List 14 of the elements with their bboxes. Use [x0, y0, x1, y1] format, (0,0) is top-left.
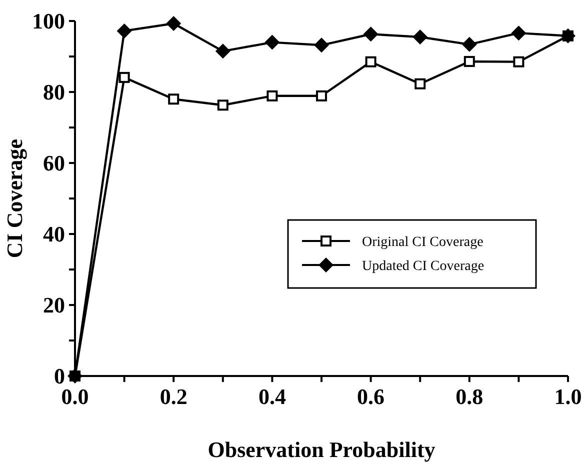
y-tick-label: 60: [43, 150, 65, 176]
y-tick-label: 100: [32, 8, 65, 34]
x-tick-label: 0.6: [357, 384, 385, 409]
y-tick-label: 40: [43, 222, 65, 247]
x-axis-title: Observation Probability: [208, 437, 436, 462]
y-axis-title: CI Coverage: [2, 138, 27, 258]
x-tick-label: 1.0: [554, 384, 582, 409]
x-tick-label: 0.8: [456, 384, 484, 409]
x-tick-label: 0.4: [258, 384, 286, 409]
y-tick-label: 80: [43, 80, 65, 105]
legend-label: Original CI Coverage: [362, 234, 484, 250]
x-tick-label: 0.2: [160, 384, 188, 409]
y-tick-label: 20: [43, 292, 65, 318]
legend-label: Updated CI Coverage: [362, 258, 484, 274]
